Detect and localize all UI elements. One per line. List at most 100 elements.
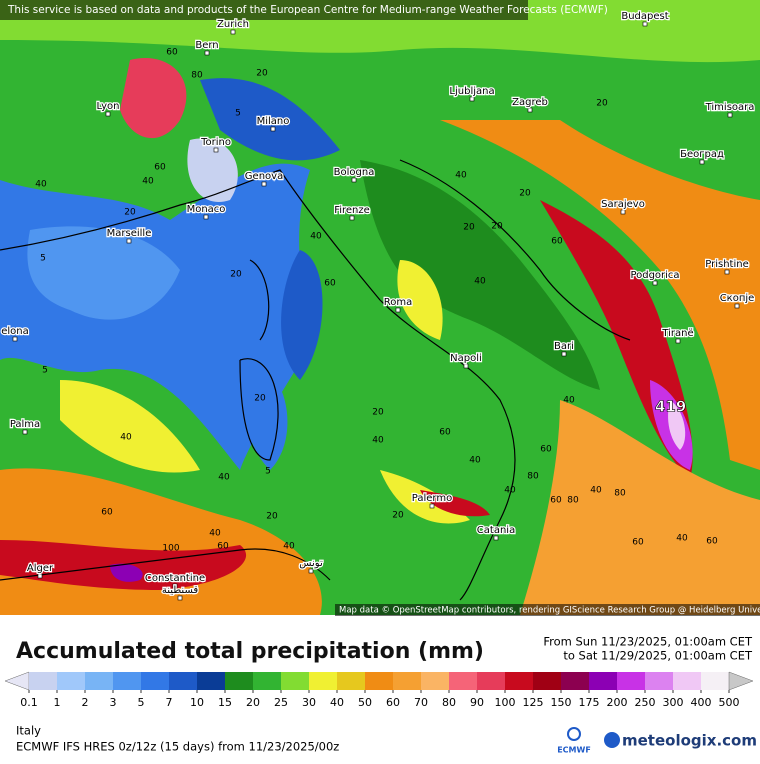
city-label: Firenze — [334, 205, 370, 216]
city-dot — [699, 159, 705, 165]
legend-tick-label: 250 — [635, 696, 656, 709]
contour-label: 40 — [310, 232, 322, 242]
legend-swatch — [505, 672, 533, 690]
city-dot — [493, 535, 499, 541]
city-dot — [172, 583, 178, 589]
city-dot — [261, 181, 267, 187]
contour-label: 40 — [142, 177, 154, 187]
city-dot — [204, 50, 210, 56]
city-dot — [213, 147, 219, 153]
city-dot — [724, 269, 730, 275]
legend-tick-label: 3 — [110, 696, 117, 709]
city-label: Roma — [384, 297, 413, 308]
contour-label: 20 — [491, 222, 503, 232]
legend-swatch — [141, 672, 169, 690]
city-label: Prishtine — [705, 259, 748, 270]
contour-label: 20 — [266, 512, 278, 522]
contour-label: 60 — [540, 445, 552, 455]
city-dot — [429, 503, 435, 509]
legend-swatch — [449, 672, 477, 690]
contour-label: 20 — [256, 69, 268, 79]
city-label: Tiranë — [661, 328, 693, 339]
city-label: تونس — [299, 558, 323, 569]
contour-label: 60 — [550, 496, 562, 506]
legend-swatch — [645, 672, 673, 690]
contour-label: 60 — [439, 428, 451, 438]
precip-field — [0, 0, 760, 615]
legend-tick-label: 0.1 — [20, 696, 38, 709]
contour-label: 80 — [614, 489, 626, 499]
contour-label: 40 — [35, 180, 47, 190]
city-dot — [642, 21, 648, 27]
meteologix-icon — [604, 732, 620, 748]
city-dot — [652, 280, 658, 286]
legend-swatch — [701, 672, 729, 690]
city-dot — [620, 209, 626, 215]
city-label: Catania — [477, 525, 515, 536]
legend-swatch — [365, 672, 393, 690]
legend-tick-label: 40 — [330, 696, 344, 709]
notice-bg — [0, 0, 528, 20]
city-dot — [105, 111, 111, 117]
city-dot — [469, 96, 475, 102]
city-label: Palermo — [412, 493, 452, 504]
logo-meteologix[interactable]: meteologix.com — [622, 732, 757, 750]
contour-label: 40 — [563, 396, 575, 406]
city-label: Bologna — [334, 167, 375, 178]
legend-swatch — [393, 672, 421, 690]
city-label: Podgorica — [630, 270, 679, 281]
legend-swatch — [421, 672, 449, 690]
coastline — [0, 169, 516, 601]
contour-label: 40 — [283, 542, 295, 552]
contour-label: 60 — [324, 279, 336, 289]
contour-label: 60 — [101, 508, 113, 518]
model: ECMWF IFS HRES 0z/12z (15 days) from 11/… — [16, 740, 339, 754]
city-label: قسنطينة — [162, 585, 199, 596]
max-label: 419 — [655, 398, 686, 416]
city-dot — [270, 126, 276, 132]
contour-label: 80 — [527, 472, 539, 482]
contour-label: 20 — [254, 394, 266, 404]
legend-swatch — [477, 672, 505, 690]
city-label: Zurich — [217, 19, 249, 30]
legend-swatch — [85, 672, 113, 690]
legend-tick-label: 5 — [138, 696, 145, 709]
title: Accumulated total precipitation (mm) — [16, 639, 484, 664]
legend-tick-label: 90 — [470, 696, 484, 709]
legend-swatch — [728, 671, 754, 691]
contour-label: 40 — [504, 486, 516, 496]
legend-tick-label: 2 — [82, 696, 89, 709]
city-label: Torino — [200, 137, 231, 148]
contour-label: 60 — [166, 48, 178, 58]
coastline — [239, 259, 279, 461]
city-label: Bari — [554, 341, 574, 352]
legend-swatch — [281, 672, 309, 690]
city-dot — [734, 303, 740, 309]
legend-tick-label: 400 — [691, 696, 712, 709]
legend-swatch — [197, 672, 225, 690]
city-label: Ljubljana — [449, 86, 494, 97]
city-label: Sarajevo — [601, 199, 645, 210]
contour-label: 5 — [42, 366, 48, 376]
legend-tick-label: 30 — [302, 696, 316, 709]
contour-label: 40 — [455, 171, 467, 181]
period-from: From Sun 11/23/2025, 01:00am CET — [543, 635, 753, 649]
legend-swatch — [4, 671, 30, 691]
city-label: Zagreb — [512, 97, 548, 108]
legend-tick-label: 300 — [663, 696, 684, 709]
legend-tick-label: 175 — [579, 696, 600, 709]
coastlines — [0, 159, 631, 601]
attribution-bg — [335, 604, 760, 616]
legend-tick-label: 25 — [274, 696, 288, 709]
legend-tick-label: 60 — [386, 696, 400, 709]
contour-label: 20 — [124, 208, 136, 218]
attribution: Map data © OpenStreetMap contributors, r… — [339, 606, 760, 616]
contour-label: 40 — [676, 534, 688, 544]
contour-label: 80 — [567, 496, 579, 506]
legend-tick-label: 7 — [166, 696, 173, 709]
legend-tick-label: 15 — [218, 696, 232, 709]
legend-swatch — [253, 672, 281, 690]
contour-label: 20 — [463, 223, 475, 233]
legend-tick-label: 10 — [190, 696, 204, 709]
